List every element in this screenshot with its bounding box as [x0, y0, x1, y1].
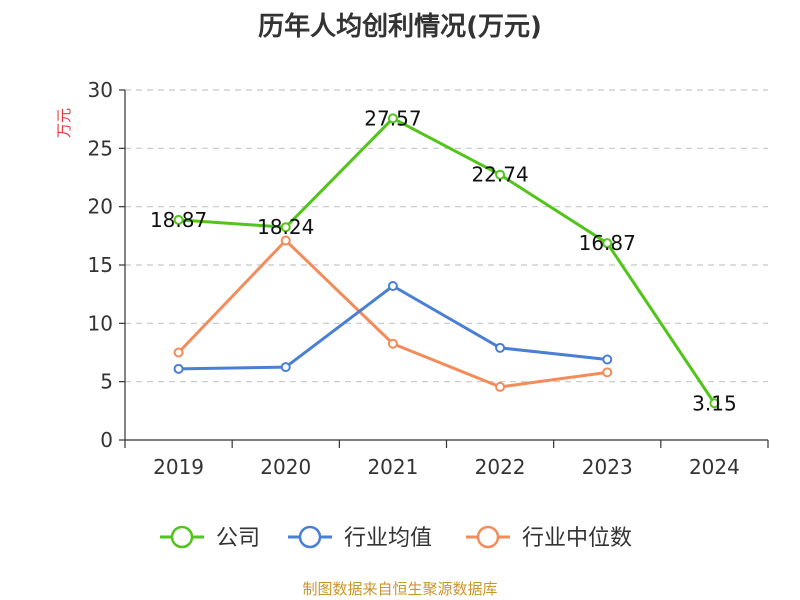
y-tick-label: 5 — [100, 370, 113, 394]
data-label: 3.15 — [692, 391, 737, 415]
data-point[interactable] — [387, 113, 398, 124]
data-point[interactable] — [495, 342, 506, 353]
grid-lines — [125, 89, 768, 383]
data-point[interactable] — [602, 354, 613, 365]
y-tick-label: 0 — [100, 428, 113, 452]
series-line — [177, 239, 608, 389]
data-point[interactable] — [280, 222, 291, 233]
y-tick-label: 30 — [88, 78, 113, 102]
data-label: 18.87 — [150, 208, 207, 232]
data-point[interactable] — [280, 362, 291, 373]
data-point[interactable] — [173, 347, 184, 358]
y-tick-label: 10 — [88, 311, 113, 335]
x-tick-label: 2020 — [260, 455, 311, 479]
data-point[interactable] — [495, 169, 506, 180]
legend-label: 公司 — [216, 526, 260, 551]
legend[interactable]: 公司 行业均值 行业中位数 — [160, 525, 632, 551]
data-point[interactable] — [387, 338, 398, 349]
chart-title: 历年人均创利情况(万元) — [258, 11, 542, 42]
legend-item[interactable]: 公司 — [160, 525, 260, 551]
x-tick-label: 2022 — [475, 455, 526, 479]
data-label: 22.74 — [471, 163, 528, 187]
y-tick-label: 25 — [88, 136, 113, 160]
legend-swatch-marker — [170, 525, 194, 549]
data-point[interactable] — [173, 363, 184, 374]
legend-swatch-marker — [298, 525, 322, 549]
data-point[interactable] — [387, 281, 398, 291]
x-tick-label: 2021 — [367, 455, 418, 479]
data-point[interactable] — [495, 381, 506, 392]
x-tick-label: 2019 — [153, 455, 204, 479]
legend-label: 行业中位数 — [522, 526, 632, 551]
data-point[interactable] — [709, 398, 720, 409]
series-lines — [173, 113, 720, 409]
y-axis-label: 万元 — [55, 108, 73, 138]
legend-item[interactable]: 行业中位数 — [466, 525, 632, 551]
data-label: 16.87 — [579, 231, 636, 255]
x-tick-label: 2024 — [689, 455, 740, 479]
legend-label: 行业均值 — [344, 526, 432, 551]
legend-item[interactable]: 行业均值 — [288, 525, 432, 551]
y-tick-label: 15 — [88, 253, 113, 277]
y-tick-label: 20 — [88, 195, 113, 219]
legend-swatch-marker — [476, 525, 500, 549]
data-point[interactable] — [280, 235, 291, 246]
data-point[interactable] — [173, 214, 184, 225]
x-tick-label: 2023 — [582, 455, 633, 479]
series-line — [178, 116, 716, 405]
data-label: 18.24 — [257, 215, 314, 239]
source-note: 制图数据来自恒生聚源数据库 — [302, 580, 497, 598]
series-line — [178, 284, 608, 371]
data-labels: 18.87 18.24 27.57 22.74 16.87 3.15 — [150, 106, 737, 415]
data-point[interactable] — [602, 238, 613, 249]
axes: 0 5 10 15 20 25 30 2019 2020 2021 2022 2023 2024 — [88, 78, 769, 479]
data-label: 27.57 — [364, 106, 421, 130]
data-point[interactable] — [602, 367, 613, 378]
